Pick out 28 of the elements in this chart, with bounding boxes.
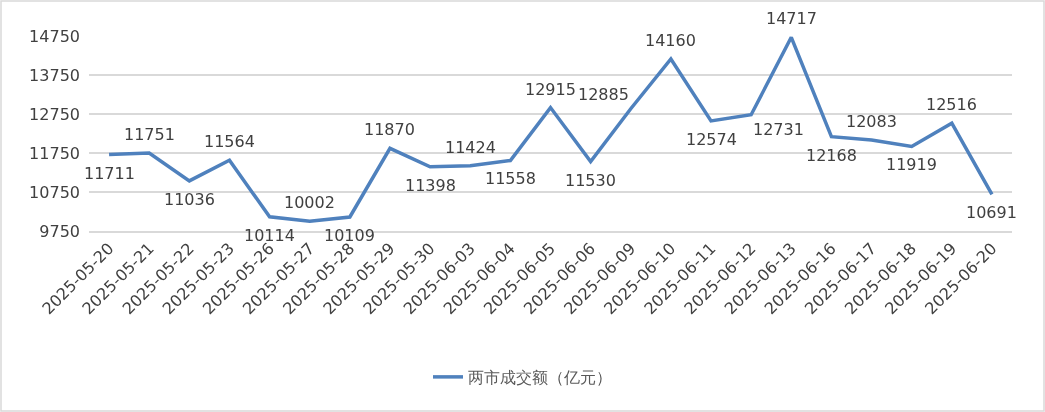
data-label: 14717: [766, 9, 817, 28]
y-tick-label: 13750: [29, 65, 80, 85]
data-label: 12915: [525, 80, 576, 99]
data-label: 12731: [753, 120, 804, 139]
data-label: 12516: [926, 95, 977, 114]
data-label: 11530: [565, 171, 616, 190]
data-label: 11870: [364, 120, 415, 139]
data-label: 11398: [405, 176, 456, 195]
y-tick-label: 11750: [29, 143, 80, 163]
data-label: 11036: [164, 190, 215, 209]
data-label: 12083: [846, 112, 897, 131]
y-tick-label: 9750: [39, 221, 80, 241]
data-label: 11424: [445, 138, 496, 157]
data-label: 14160: [645, 31, 696, 50]
y-tick-label: 14750: [29, 26, 80, 46]
data-label: 11564: [204, 132, 255, 151]
y-tick-label: 12750: [29, 104, 80, 124]
data-label: 11711: [84, 164, 135, 183]
y-tick-label: 10750: [29, 182, 80, 202]
data-label: 10691: [966, 203, 1017, 222]
data-label: 12574: [686, 130, 737, 149]
data-label: 12885: [578, 85, 629, 104]
data-label: 11751: [124, 125, 175, 144]
legend-label: 两市成交额（亿元）: [468, 368, 612, 388]
data-label: 12168: [806, 146, 857, 165]
data-label: 11919: [886, 155, 937, 174]
data-label: 11558: [485, 169, 536, 188]
data-label: 10002: [284, 193, 335, 212]
